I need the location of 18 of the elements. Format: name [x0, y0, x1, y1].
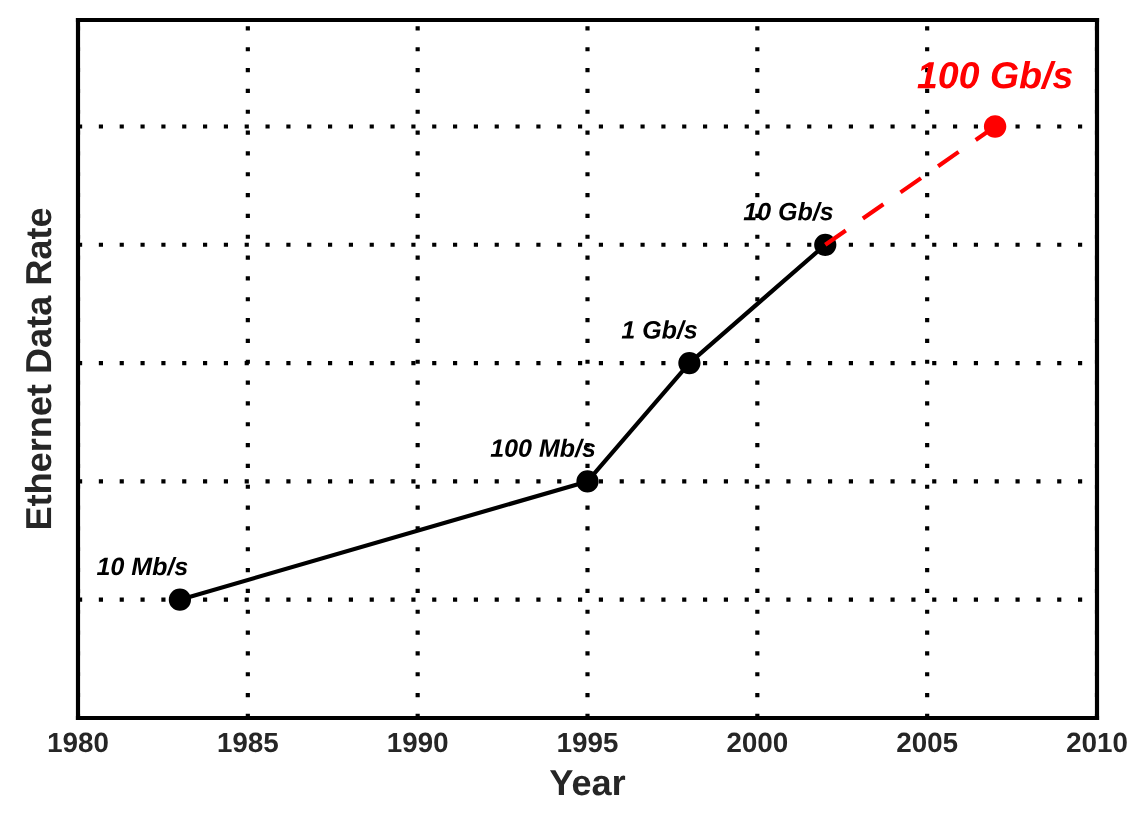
- point: [168, 588, 192, 611]
- x-axis-title: Year: [549, 770, 626, 796]
- annotation: 10 Gb/s: [743, 202, 833, 221]
- annotation: 1 Gb/s: [621, 320, 697, 339]
- x-tick-label: 2010: [1067, 732, 1127, 753]
- y-axis-title: Ethernet Data Rate: [24, 208, 52, 529]
- annotation: 100 Gb/s: [917, 60, 1072, 89]
- x-tick-label: 1980: [48, 732, 108, 753]
- point: [983, 115, 1007, 138]
- annotation: 10 Mb/s: [96, 556, 188, 576]
- x-tick-label: 2005: [897, 732, 958, 753]
- x-tick-label: 2000: [727, 732, 788, 753]
- point: [576, 470, 599, 493]
- x-tick-label: 1985: [218, 732, 278, 753]
- point: [678, 351, 701, 375]
- annotation: 100 Mb/s: [490, 438, 595, 458]
- x-tick-label: 1990: [388, 732, 448, 753]
- x-tick-label: 1995: [558, 732, 618, 753]
